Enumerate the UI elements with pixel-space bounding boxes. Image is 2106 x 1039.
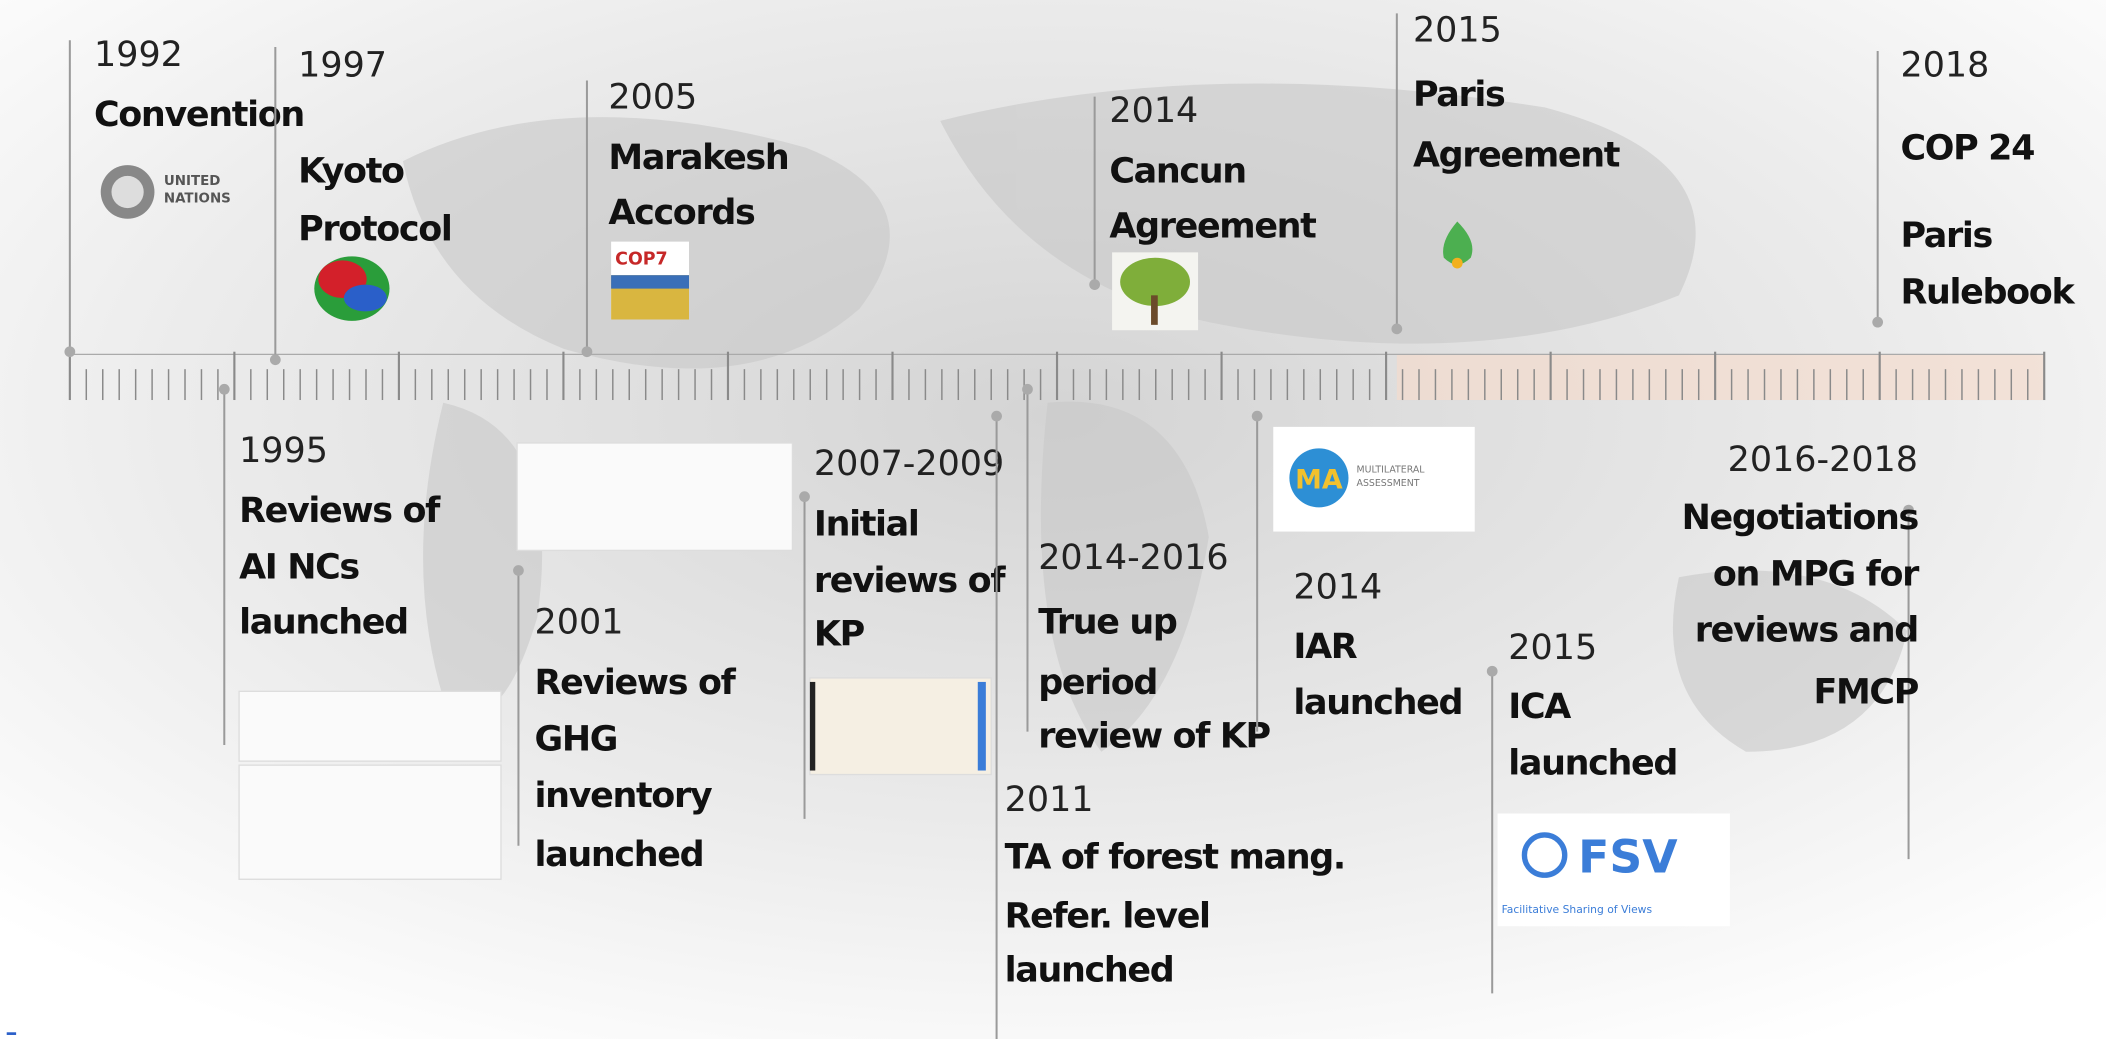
tree-logo (1112, 252, 1198, 330)
event-label: Rulebook (1901, 272, 2076, 312)
fsv-logo-text: FSV (1578, 831, 1678, 884)
event-year: 1997 (298, 46, 387, 86)
event-dot (1391, 324, 1402, 335)
event-label: period (1038, 663, 1157, 703)
event-year: 2014-2016 (1038, 538, 1228, 578)
event-label: KP (814, 615, 865, 655)
event-label: ICA (1508, 687, 1571, 727)
kyoto-logo (314, 256, 389, 320)
event-dot (64, 346, 75, 357)
event-label: Initial (814, 505, 919, 545)
event-label: Kyoto (298, 152, 404, 192)
event-label: IAR (1293, 627, 1357, 667)
event-label: Negotiations (1682, 498, 1919, 538)
event-label: Agreement (1413, 135, 1620, 175)
ma-logo: MA MULTILATERAL ASSESSMENT (1273, 427, 1474, 532)
ma-logo-text: MA (1295, 465, 1343, 496)
event-label: Reviews of (535, 663, 737, 703)
event-label: GHG (535, 719, 618, 759)
event-dot (1089, 279, 1100, 290)
event-year: 2015 (1508, 628, 1597, 668)
event-dot (991, 411, 1002, 422)
event-year: 2007-2009 (814, 444, 1004, 484)
un-logo-text: NATIONS (164, 192, 231, 207)
event-label: launched (535, 835, 704, 875)
event-dot (1022, 384, 1033, 395)
event-label: FMCP (1814, 672, 1919, 712)
event-label: Accords (608, 193, 755, 233)
fsv-logo-text: Facilitative Sharing of Views (1502, 903, 1653, 916)
un-logo-text: UNITED (164, 174, 221, 189)
event-year: 2011 (1005, 780, 1094, 820)
event-label: COP 24 (1901, 129, 2035, 169)
event-dot (270, 354, 281, 365)
cop-logo-text: COP7 (615, 249, 668, 269)
event-label: Paris (1413, 75, 1505, 115)
event-dot (1487, 666, 1498, 677)
event-dot (219, 384, 230, 395)
event-year: 2014 (1293, 568, 1382, 608)
event-label: inventory (535, 776, 713, 816)
event-label: launched (1005, 950, 1174, 990)
recent-period-band (1397, 354, 2044, 400)
event-label: reviews of (814, 561, 1006, 601)
event-label: launched (239, 603, 408, 643)
event-label: review of KP (1038, 717, 1270, 757)
event-year: 1995 (239, 431, 328, 471)
event-label: Agreement (1109, 207, 1316, 247)
event-year: 2001 (535, 603, 624, 643)
event-label: Convention (94, 95, 304, 135)
event-dot (1252, 411, 1263, 422)
event-dot (1872, 317, 1883, 328)
event-year: 2014 (1109, 91, 1198, 131)
event-label: launched (1508, 744, 1677, 784)
event-year: 2005 (608, 78, 697, 118)
event-year: 1992 (94, 35, 183, 75)
event-year: 2016-2018 (1728, 440, 1918, 480)
event-label: on MPG for (1713, 554, 1920, 594)
fsv-logo: FSV Facilitative Sharing of Views (1498, 813, 1730, 926)
event-dot (582, 346, 593, 357)
event-label: Marakesh (608, 138, 788, 178)
event-label: Cancun (1109, 152, 1245, 192)
event-dot (513, 565, 524, 576)
event-label: True up (1038, 603, 1177, 643)
timeline-diagram: 1992 Convention 1997 Kyoto Protocol 2005 Marak… (0, 0, 2106, 1039)
event-year: 2018 (1901, 46, 1990, 86)
event-label: reviews and (1695, 611, 1918, 651)
event-label: TA of forest mang. (1005, 838, 1345, 878)
ma-logo-text: ASSESSMENT (1357, 478, 1420, 489)
event-label: Reviews of (239, 491, 441, 531)
event-year: 2015 (1413, 11, 1502, 51)
ma-logo-text: MULTILATERAL (1357, 465, 1426, 476)
event-label: Refer. level (1005, 897, 1210, 937)
event-label: Paris (1901, 216, 1993, 256)
event-label: Protocol (298, 209, 451, 249)
event-dot (799, 491, 810, 502)
cop-logo: COP7 (611, 242, 689, 320)
event-label: launched (1293, 683, 1462, 723)
event-label: AI NCs (239, 548, 359, 588)
